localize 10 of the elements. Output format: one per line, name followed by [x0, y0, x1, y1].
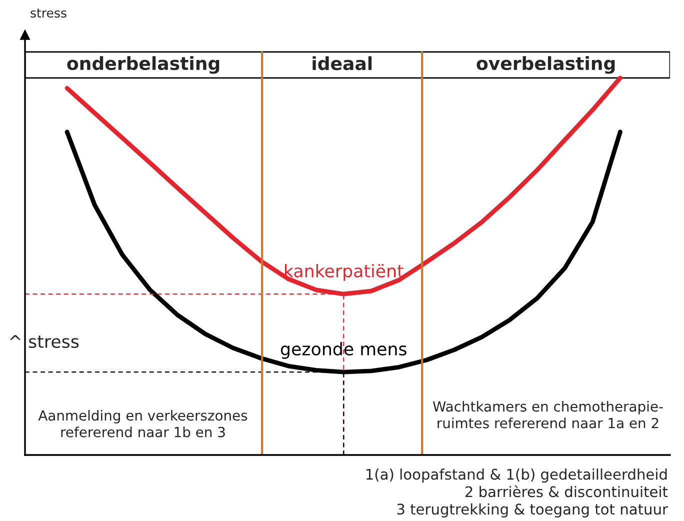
series-label: gezonde mens: [280, 342, 406, 359]
annotation: Aanmelding en verkeerszones refererend naar 1b en 3: [38, 410, 248, 438]
text: onderbelasting: [67, 56, 220, 74]
text: ideaal: [312, 56, 372, 70]
annotation: ^ stress: [10, 335, 79, 348]
text: overbelasting: [476, 56, 615, 74]
series-label: kankerpatiënt: [284, 264, 404, 281]
annotation: Wachtkamers en chemotherapie- ruimtes refererend naar 1a en 2: [432, 400, 663, 428]
y-axis-title: stress: [30, 8, 66, 18]
text: 1(a) loopafstand & 1(b) gedetailleerdheid 2 barrières & discontinuiteit 3 terugtrekking & toegang tot natuur: [366, 468, 668, 518]
